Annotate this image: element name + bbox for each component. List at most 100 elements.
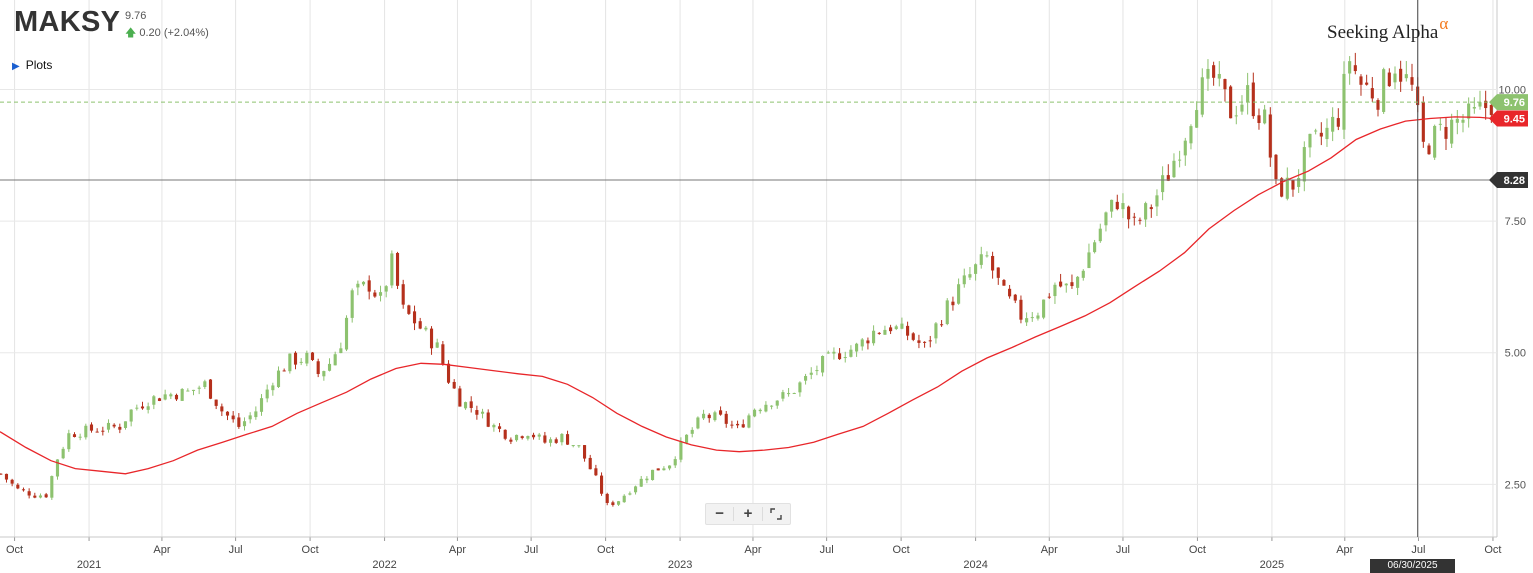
candle-up (713, 412, 717, 421)
candle-up (248, 415, 252, 420)
candle-up (1234, 115, 1238, 117)
candle-down (1444, 126, 1448, 139)
expand-button[interactable] (763, 504, 790, 524)
candle-up (1348, 61, 1352, 74)
candle-down (991, 255, 995, 271)
candle-up (645, 478, 649, 481)
candle-up (764, 404, 768, 412)
candle-up (1042, 299, 1046, 318)
x-month-label: Oct (302, 544, 319, 556)
candle-down (1127, 206, 1131, 220)
last-price-badge: 9.76 (1489, 94, 1528, 111)
candle-up (84, 425, 88, 438)
candle-down (486, 412, 490, 427)
candle-up (809, 372, 813, 375)
candle-down (401, 284, 405, 305)
candle-down (157, 398, 162, 401)
candle-down (1365, 82, 1369, 85)
candle-down (906, 325, 910, 336)
candle-up (152, 396, 156, 405)
candle-down (89, 424, 94, 431)
price-change-value: 0.20 (+2.04%) (139, 27, 209, 39)
candle-up (753, 409, 757, 417)
candle-down (1421, 102, 1425, 142)
candle-up (305, 352, 309, 364)
candle-down (27, 491, 31, 496)
candle-down (1013, 294, 1017, 301)
candle-up (384, 286, 388, 292)
x-year-label: 2023 (668, 559, 692, 571)
candle-down (951, 301, 955, 306)
candle-down (21, 489, 26, 491)
candle-down (594, 468, 598, 476)
candle-down (1008, 288, 1012, 297)
price-change: 🡅 0.20 (+2.04%) (125, 24, 209, 43)
candle-down (72, 434, 77, 438)
y-tick-label: 5.00 (1505, 348, 1526, 360)
candle-down (316, 361, 320, 375)
candle-down (1059, 281, 1063, 287)
candle-up (1183, 140, 1187, 156)
candle-up (1098, 228, 1102, 242)
candle-up (180, 388, 184, 401)
candle-up (1478, 102, 1482, 107)
candle-down (1484, 100, 1488, 109)
candle-up (327, 363, 332, 371)
candle-down (0, 473, 3, 475)
candle-up (1081, 270, 1085, 278)
zoom-in-button[interactable]: + (743, 505, 753, 522)
candle-up (651, 469, 655, 481)
candle-up (169, 394, 173, 397)
x-month-label: Jul (524, 544, 538, 556)
candle-down (509, 439, 513, 442)
candle-down (429, 328, 434, 349)
candle-up (1308, 133, 1312, 148)
candle-down (1019, 299, 1023, 320)
candle-up (548, 439, 553, 443)
x-month-label: Jul (1116, 544, 1130, 556)
x-month-label: Apr (744, 544, 761, 556)
candle-up (1025, 318, 1029, 323)
plots-toggle[interactable]: ▶ Plots (12, 58, 52, 72)
candle-down (1319, 132, 1323, 137)
candle-down (1336, 118, 1340, 127)
candle-down (866, 340, 870, 344)
candle-up (1064, 283, 1068, 286)
candle-up (685, 434, 689, 443)
x-year-label: 2024 (963, 559, 987, 571)
candle-up (616, 501, 621, 505)
candle-down (118, 426, 122, 430)
candle-down (458, 388, 462, 407)
x-axis-labels: Oct 2021 Apr Jul Oct 2022 Apr Jul Oct 2023 Apr Jul O… (6, 544, 1502, 571)
candle-up (480, 411, 485, 414)
candle-down (101, 430, 105, 432)
candle-up (146, 406, 150, 410)
candle-up (55, 459, 60, 477)
candle-down (469, 401, 473, 408)
candle-down (1257, 115, 1261, 123)
candle-up (962, 275, 966, 285)
alpha-icon: α (1439, 14, 1449, 33)
candle-up (1195, 110, 1199, 128)
zoom-out-button[interactable]: − (715, 505, 725, 522)
candle-up (191, 389, 196, 391)
candle-up (67, 433, 71, 450)
candle-up (322, 371, 326, 377)
candle-down (1047, 296, 1051, 298)
candle-up (792, 393, 796, 395)
candle-down (1002, 280, 1006, 286)
candle-up (1472, 107, 1476, 109)
x-month-label: Oct (6, 544, 23, 556)
candle-up (129, 409, 133, 422)
plots-label: Plots (25, 58, 53, 72)
brand-logo: Seeking Alphaα (1327, 14, 1448, 44)
candle-down (174, 394, 179, 400)
candle-up (900, 323, 904, 329)
x-month-label: Apr (449, 544, 466, 556)
candle-down (367, 280, 371, 292)
candle-up (1302, 147, 1306, 182)
candle-down (736, 423, 740, 426)
candle-down (1291, 180, 1295, 190)
candle-up (945, 300, 949, 325)
